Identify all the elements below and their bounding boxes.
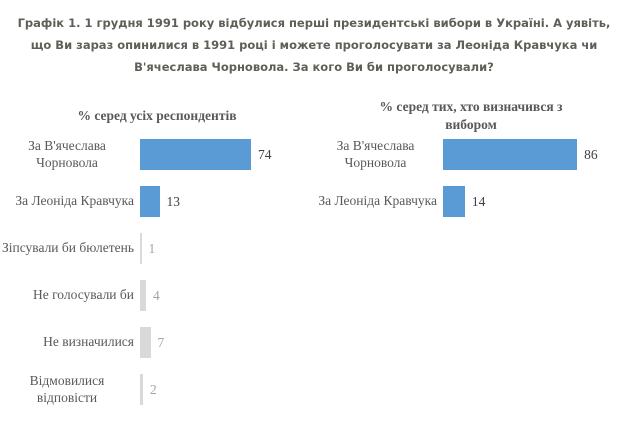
value-label: 1	[148, 240, 156, 256]
bar-row: Зіпсували би бюлетень 1	[0, 233, 314, 264]
category-label: За Леоніда Кравчука	[318, 193, 437, 209]
category-label: За Леоніда Кравчука	[15, 193, 134, 209]
value-label: 7	[157, 334, 165, 350]
value-label: 14	[471, 193, 486, 209]
category-label: Не визначилися	[43, 334, 134, 350]
value-label: 86	[584, 146, 598, 162]
category-label: Не голосували би	[32, 287, 134, 303]
category-label: Зіпсували би бюлетень	[1, 240, 134, 256]
bar-kravchuk-decided	[443, 186, 465, 217]
bar-row: За Леоніда Кравчука 14	[314, 186, 628, 217]
value-label: 74	[258, 146, 272, 162]
value-label: 2	[150, 381, 157, 397]
figure-title-line-1: Графік 1. 1 грудня 1991 року відбулися п…	[17, 16, 611, 30]
bar-chornovil-decided	[443, 139, 578, 170]
charts-row: % серед усіх респондентів За В'ячеслава …	[0, 93, 628, 421]
bar-kravchuk	[140, 186, 160, 217]
category-label: Відмовилися відповісти	[29, 373, 105, 405]
bar-row: Відмовилися відповісти 2	[0, 373, 314, 405]
bar-row: Не голосували би 4	[0, 280, 314, 311]
figure-title-line-3: В'ячеслава Чорновола. За кого Ви би прог…	[134, 60, 494, 74]
value-label: 4	[153, 287, 160, 303]
chart-decided-voters-plot: За В'ячеслава Чорновола 86 За Леоніда Кр…	[314, 138, 628, 217]
bar-would-not-vote	[140, 280, 146, 311]
bar-refused	[140, 374, 143, 405]
chart-all-respondents-plot: За В'ячеслава Чорновола 74 За Леоніда Кр…	[0, 138, 314, 405]
chart-decided-voters-title: % серед тих, хто визначився з вибором	[379, 99, 563, 132]
value-label: 13	[166, 193, 181, 209]
category-label: За В'ячеслава Чорновола	[336, 138, 415, 170]
bar-undecided	[140, 327, 151, 358]
chart-decided-voters: % серед тих, хто визначився з вибором За…	[314, 93, 628, 421]
category-label: За В'ячеслава Чорновола	[28, 138, 106, 170]
chart-all-respondents-title: % серед усіх респондентів	[77, 108, 237, 123]
bar-chornovil	[140, 139, 251, 170]
bar-row: За В'ячеслава Чорновола 86	[314, 138, 628, 170]
figure-title-line-2: що Ви зараз опинилися в 1991 році і може…	[30, 38, 598, 52]
chart-all-respondents: % серед усіх респондентів За В'ячеслава …	[0, 93, 314, 421]
bar-row: За В'ячеслава Чорновола 74	[0, 138, 314, 170]
figure-title: Графік 1. 1 грудня 1991 року відбулися п…	[11, 0, 617, 78]
bar-row: Не визначилися 7	[0, 327, 314, 358]
bar-spoil-ballot	[140, 233, 142, 264]
bar-row: За Леоніда Кравчука 13	[0, 186, 314, 217]
